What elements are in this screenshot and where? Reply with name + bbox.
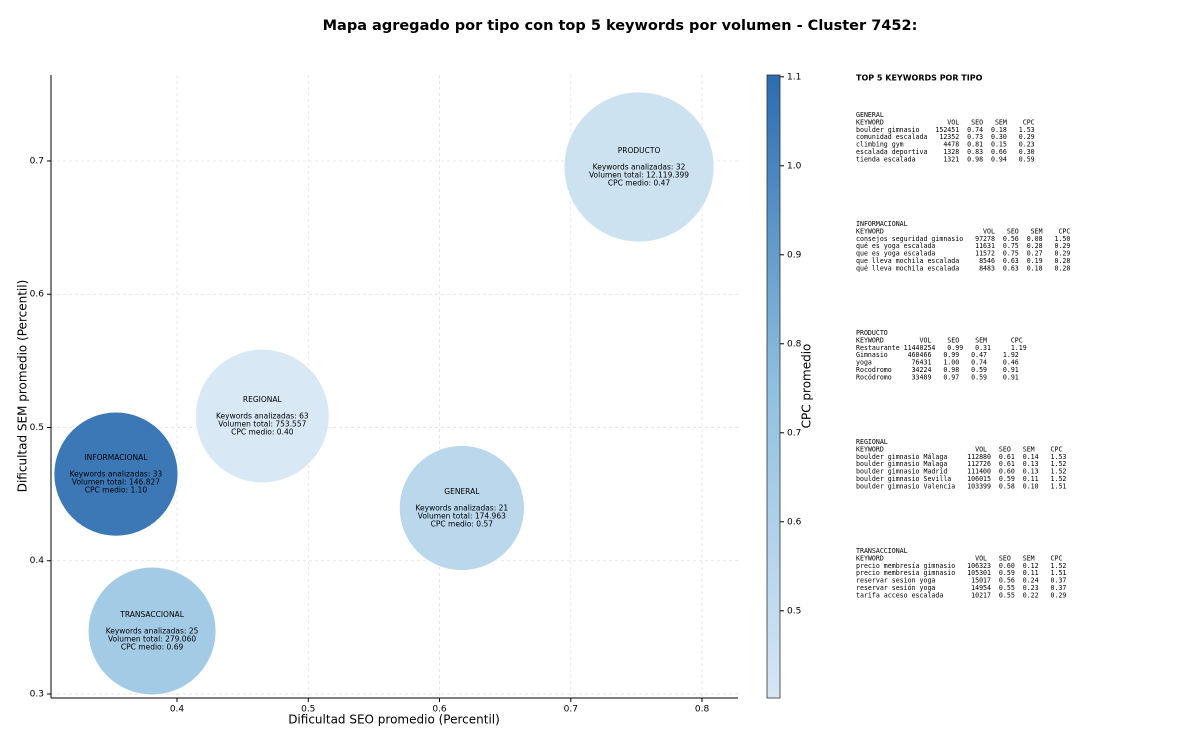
panel-row: Rocódromo 33489 0.97 0.59 0.91 (856, 373, 1019, 381)
panel-row: boulder gimnasio Malaga 112726 0.61 0.13… (856, 460, 1066, 468)
panel-row: precio membresia gimnasio 105301 0.59 0.… (856, 569, 1066, 577)
bubble (398, 445, 525, 571)
bubble-annotation: Volumen total: 12.119.399 (589, 170, 689, 179)
panel-row: climbing gym 4478 0.81 0.15 0.23 (856, 141, 1035, 149)
bubble-annotation: Keywords analizadas: 25 (106, 626, 199, 635)
panel-row: precio membresía gimnasio 106323 0.60 0.… (856, 562, 1066, 570)
colorbar-tick-label: 0.5 (787, 606, 801, 616)
panel-header: KEYWORD VOL SEO SEM CPC (856, 445, 1062, 453)
panel-row: consejos seguridad gimnasio 97278 0.56 0… (856, 235, 1070, 243)
panel-header: KEYWORD VOL SEO SEM CPC (856, 336, 1023, 344)
colorbar-tick-label: 0.7 (787, 428, 801, 438)
panel-row: que es yoga escalada 11572 0.75 0.27 0.2… (856, 250, 1070, 258)
bubble-label: TRANSACCIONAL (119, 610, 184, 619)
bubble-annotation: Volumen total: 146.827 (72, 478, 160, 487)
x-axis-label: Dificultad SEO promedio (Percentil) (288, 713, 500, 727)
bubble (195, 348, 330, 484)
panel-row: boulder gimnasio Madrid 111400 0.60 0.13… (856, 468, 1066, 476)
panel-row: tarifa acceso escalada 10217 0.55 0.22 0… (856, 591, 1066, 599)
y-tick-label: 0.7 (30, 156, 44, 166)
bubble-annotation: CPC medio: 1.10 (85, 486, 148, 495)
bubble-annotation: Keywords analizadas: 32 (593, 162, 686, 171)
panel-row: boulder gimnasio Sevilla 106015 0.59 0.1… (856, 475, 1066, 483)
bubble (563, 91, 715, 243)
panel-row: qué lleva mochila escalada 8483 0.63 0.1… (856, 264, 1070, 272)
y-tick-label: 0.5 (30, 423, 44, 433)
y-tick-label: 0.3 (30, 690, 44, 700)
x-tick-label: 0.6 (432, 705, 447, 715)
bubble (87, 566, 217, 696)
panel-heading: REGIONAL (856, 438, 888, 446)
panel-row: boulder gimnasio Málaga 112880 0.61 0.14… (856, 453, 1066, 461)
bubble-label: GENERAL (444, 487, 480, 496)
panel-row: tienda escalada 1321 0.98 0.94 0.59 (856, 155, 1035, 163)
panel-row: qué es yoga escalada 11631 0.75 0.28 0.2… (856, 242, 1070, 250)
panel-header: KEYWORD VOL SEO SEM CPC (856, 554, 1062, 562)
panel-row: escalada deportiva 1328 0.83 0.66 0.30 (856, 148, 1035, 156)
y-tick-label: 0.4 (30, 556, 45, 566)
chart-title: Mapa agregado por tipo con top 5 keyword… (323, 18, 918, 34)
panel-heading: GENERAL (856, 111, 884, 119)
y-axis-label: Dificultad SEM promedio (Percentil) (16, 280, 30, 493)
panel-title: TOP 5 KEYWORDS POR TIPO (856, 74, 983, 83)
colorbar-tick-label: 1.1 (787, 72, 801, 82)
x-tick-label: 0.5 (301, 705, 315, 715)
panel-row: Gimnasio 460466 0.99 0.47 1.92 (856, 351, 1019, 359)
bubble-annotation: CPC medio: 0.57 (431, 519, 494, 528)
bubble (53, 411, 179, 537)
panel-row: yoga 76431 1.00 0.74 0.46 (856, 359, 1019, 367)
panel-row: Rocodromo 34224 0.98 0.59 0.91 (856, 366, 1019, 374)
bubble-annotation: Volumen total: 753.557 (218, 420, 306, 429)
panel-header: KEYWORD VOL SEO SEM CPC (856, 227, 1070, 235)
bubble-label: REGIONAL (243, 395, 283, 404)
panel-heading: TRANSACCIONAL (856, 547, 908, 555)
bubble-annotation: Volumen total: 174.963 (418, 511, 506, 520)
bubble-annotation: CPC medio: 0.40 (231, 428, 294, 437)
panel-row: boulder gimnasio 152451 0.74 0.18 1.53 (856, 126, 1035, 134)
bubble-annotation: Volumen total: 279.060 (108, 634, 196, 643)
panel-row: comunidad escalada 12352 0.73 0.30 0.29 (856, 133, 1035, 141)
bubble-annotation: Keywords analizadas: 33 (70, 470, 163, 479)
panel-heading: PRODUCTO (856, 329, 888, 337)
x-tick-label: 0.7 (564, 705, 578, 715)
panel-row: que lleva mochila escalada 8546 0.63 0.1… (856, 257, 1070, 265)
panel-heading: INFORMACIONAL (856, 220, 908, 228)
panel-row: reservar sesion yoga 15017 0.56 0.24 0.3… (856, 577, 1066, 585)
bubble-annotation: CPC medio: 0.47 (608, 178, 671, 187)
colorbar-tick-label: 0.6 (787, 517, 802, 527)
y-tick-label: 0.6 (30, 290, 45, 300)
x-tick-label: 0.4 (170, 705, 185, 715)
colorbar-tick-label: 0.9 (787, 250, 802, 260)
colorbar-tick-label: 0.8 (787, 339, 802, 349)
bubble-annotation: Keywords analizadas: 63 (216, 412, 309, 421)
bubble-annotation: CPC medio: 0.69 (121, 642, 184, 651)
bubble-annotation: Keywords analizadas: 21 (415, 503, 508, 512)
colorbar (766, 74, 781, 699)
colorbar-label: CPC promedio (800, 344, 814, 429)
x-tick-label: 0.8 (695, 705, 710, 715)
panel-header: KEYWORD VOL SEO SEM CPC (856, 118, 1035, 126)
bubble-label: PRODUCTO (618, 146, 661, 155)
panel-row: Restaurante 11440254 0.99 0.31 1.19 (856, 344, 1027, 352)
colorbar-tick-label: 1.0 (787, 161, 802, 171)
panel-row: boulder gimnasio Valencia 103399 0.58 0.… (856, 482, 1066, 490)
bubble-label: INFORMACIONAL (84, 453, 148, 462)
panel-row: reservar sesión yoga 14954 0.55 0.23 0.3… (856, 584, 1066, 592)
